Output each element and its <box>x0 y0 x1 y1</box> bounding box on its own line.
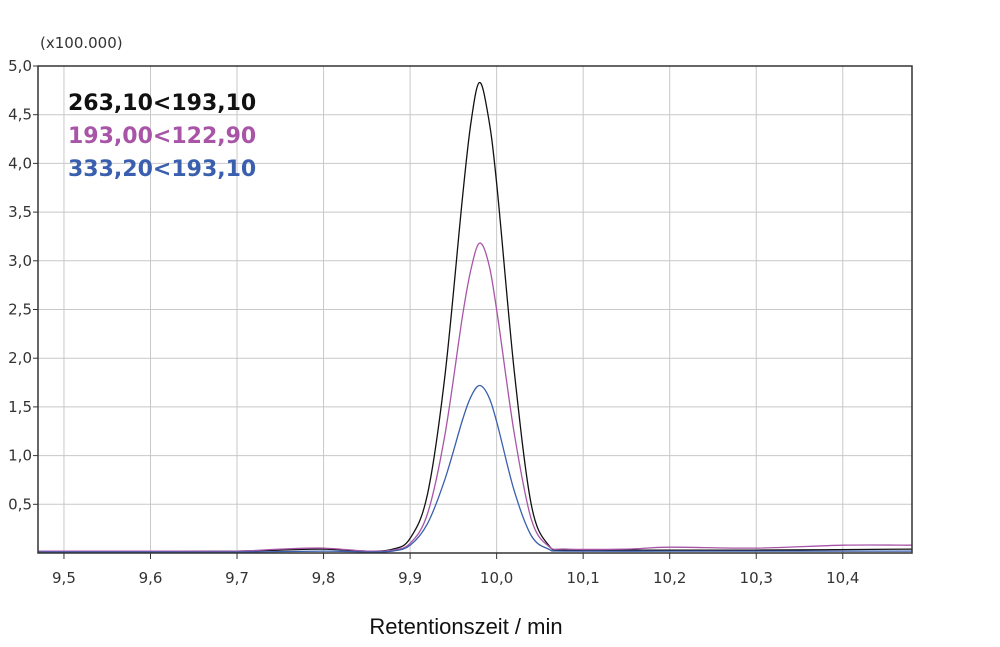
grid-lines <box>38 65 912 553</box>
x-tick-label: 9,5 <box>52 569 76 587</box>
y-tick-label: 1,0 <box>8 447 32 465</box>
x-axis-title: Retentionszeit / min <box>369 614 562 639</box>
y-tick-label: 1,5 <box>8 398 32 416</box>
y-tick-label: 2,5 <box>8 301 32 319</box>
x-tick-label: 9,9 <box>398 569 422 587</box>
y-tick-label: 5,0 <box>8 57 32 75</box>
legend-entry-1: 263,10<193,10 <box>68 91 256 116</box>
x-tick-label: 10,4 <box>826 569 859 587</box>
y-tick-label: 4,5 <box>8 106 32 124</box>
y-tick-label: 0,5 <box>8 495 32 513</box>
x-tick-label: 10,3 <box>740 569 773 587</box>
x-tick-label: 10,2 <box>653 569 686 587</box>
series-line-2 <box>38 242 913 552</box>
x-tick-label: 9,6 <box>139 569 163 587</box>
legend-entry-2: 193,00<122,90 <box>68 124 256 149</box>
series-line-3 <box>38 384 912 553</box>
y-multiplier-label: (x100.000) <box>40 34 123 52</box>
legend: 263,10<193,10 193,00<122,90 333,20<193,10 <box>68 91 256 182</box>
y-tick-label: 3,5 <box>8 203 32 221</box>
x-tick-label: 10,0 <box>480 569 513 587</box>
y-tick-label: 2,0 <box>8 349 32 367</box>
x-tick-label: 9,8 <box>312 569 336 587</box>
y-axis-ticks: 0,5 1,0 1,5 2,0 2,5 3,0 3,5 4,0 4,5 5,0 <box>8 57 38 513</box>
series-layer <box>38 81 913 553</box>
y-tick-label: 4,0 <box>8 154 32 172</box>
legend-entry-3: 333,20<193,10 <box>68 157 256 182</box>
series-line-1 <box>38 81 913 552</box>
x-axis-ticks: 9,5 9,6 9,7 9,8 9,9 10,0 10,1 10,2 10,3 10,4 <box>52 553 859 587</box>
x-tick-label: 9,7 <box>225 569 249 587</box>
x-tick-label: 10,1 <box>566 569 599 587</box>
y-tick-label: 3,0 <box>8 252 32 270</box>
